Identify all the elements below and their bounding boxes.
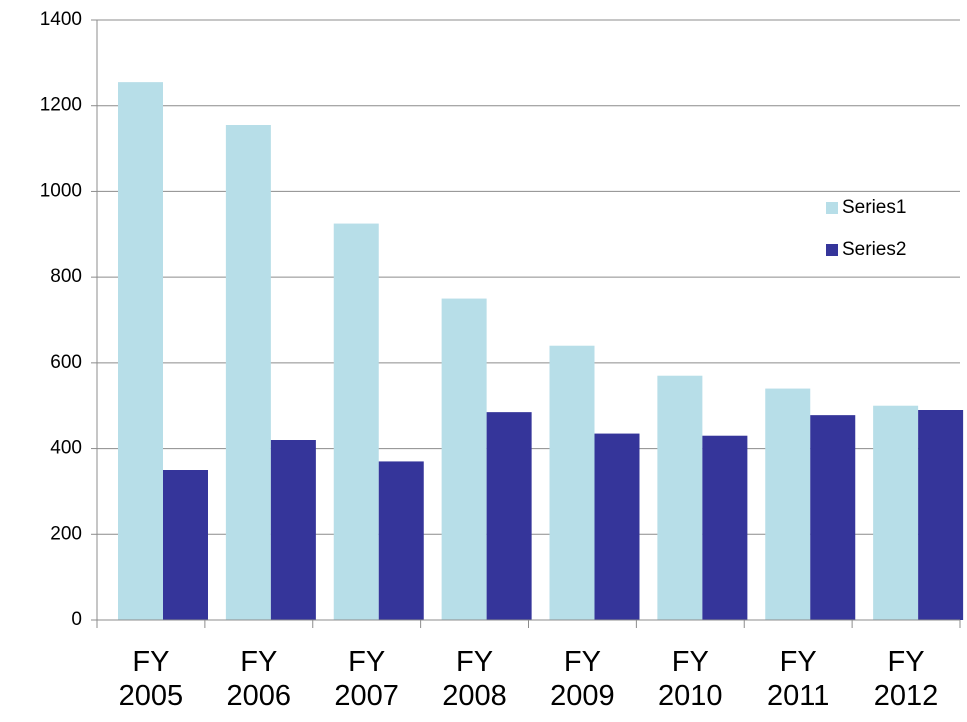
bar bbox=[486, 412, 532, 620]
bar bbox=[163, 470, 208, 620]
bar bbox=[225, 125, 271, 620]
y-tick-label: 1000 bbox=[40, 180, 82, 201]
bar bbox=[441, 298, 487, 620]
bar bbox=[873, 405, 919, 620]
legend-swatch bbox=[826, 244, 838, 256]
x-tick-label: FY 2006 bbox=[226, 646, 292, 712]
bar bbox=[810, 415, 856, 620]
bar bbox=[270, 440, 316, 620]
legend-swatch bbox=[826, 202, 838, 214]
x-tick-label: FY 2012 bbox=[873, 646, 939, 712]
x-tick-label: FY 2011 bbox=[767, 646, 830, 712]
bar bbox=[657, 375, 703, 620]
y-tick-label: 200 bbox=[50, 523, 82, 544]
x-tick-label: FY 2010 bbox=[658, 646, 723, 712]
x-tick-label: FY 2005 bbox=[118, 646, 184, 712]
bar bbox=[333, 223, 379, 621]
legend-label: Series1 bbox=[842, 197, 906, 218]
y-tick-label: 800 bbox=[50, 266, 82, 287]
bar bbox=[594, 433, 640, 620]
x-tick-label: FY 2007 bbox=[334, 646, 399, 712]
legend-label: Series2 bbox=[842, 239, 906, 260]
y-tick-label: 600 bbox=[50, 352, 82, 373]
y-tick-label: 1200 bbox=[40, 95, 82, 116]
bar bbox=[702, 435, 748, 620]
bar bbox=[765, 388, 811, 620]
x-tick-label: FY 2009 bbox=[550, 646, 615, 712]
y-tick-label: 400 bbox=[50, 438, 82, 459]
x-tick-label: FY 2008 bbox=[442, 646, 507, 712]
bar bbox=[918, 410, 964, 620]
bar bbox=[118, 82, 163, 620]
y-tick-label: 1400 bbox=[40, 9, 82, 30]
bar bbox=[378, 461, 424, 620]
bar bbox=[549, 345, 595, 620]
y-tick-label: 0 bbox=[71, 609, 82, 630]
